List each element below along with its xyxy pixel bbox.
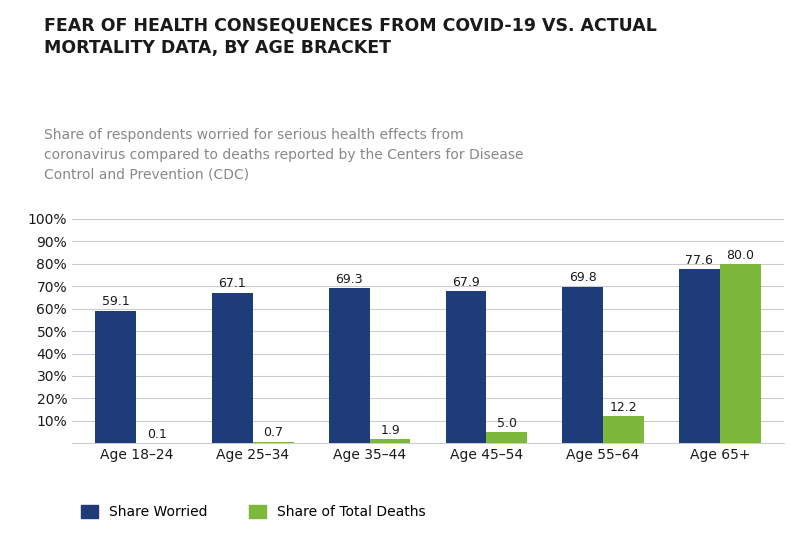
Text: Share of respondents worried for serious health effects from
coronavirus compare: Share of respondents worried for serious…: [44, 128, 523, 181]
Bar: [562, 287, 603, 443]
Bar: [329, 288, 370, 443]
Text: 69.8: 69.8: [569, 271, 597, 285]
Text: 0.1: 0.1: [146, 428, 166, 441]
Bar: [212, 293, 253, 443]
Bar: [95, 311, 136, 443]
Bar: [446, 291, 486, 443]
Legend: Share Worried, Share of Total Deaths: Share Worried, Share of Total Deaths: [75, 499, 431, 524]
Text: 0.7: 0.7: [263, 427, 283, 439]
Bar: [679, 269, 720, 443]
Text: 67.9: 67.9: [452, 276, 480, 289]
Text: 77.6: 77.6: [686, 254, 714, 267]
Text: 80.0: 80.0: [726, 248, 754, 262]
Text: 67.1: 67.1: [218, 278, 246, 290]
Bar: [720, 264, 761, 443]
Text: 59.1: 59.1: [102, 295, 130, 309]
Bar: [253, 442, 294, 443]
Bar: [603, 416, 644, 443]
Text: 69.3: 69.3: [335, 272, 363, 286]
Text: 1.9: 1.9: [380, 423, 400, 437]
Text: 12.2: 12.2: [610, 400, 638, 414]
Bar: [486, 432, 527, 443]
Text: 5.0: 5.0: [497, 417, 517, 430]
Bar: [370, 439, 410, 443]
Text: FEAR OF HEALTH CONSEQUENCES FROM COVID-19 VS. ACTUAL
MORTALITY DATA, BY AGE BRAC: FEAR OF HEALTH CONSEQUENCES FROM COVID-1…: [44, 16, 657, 57]
